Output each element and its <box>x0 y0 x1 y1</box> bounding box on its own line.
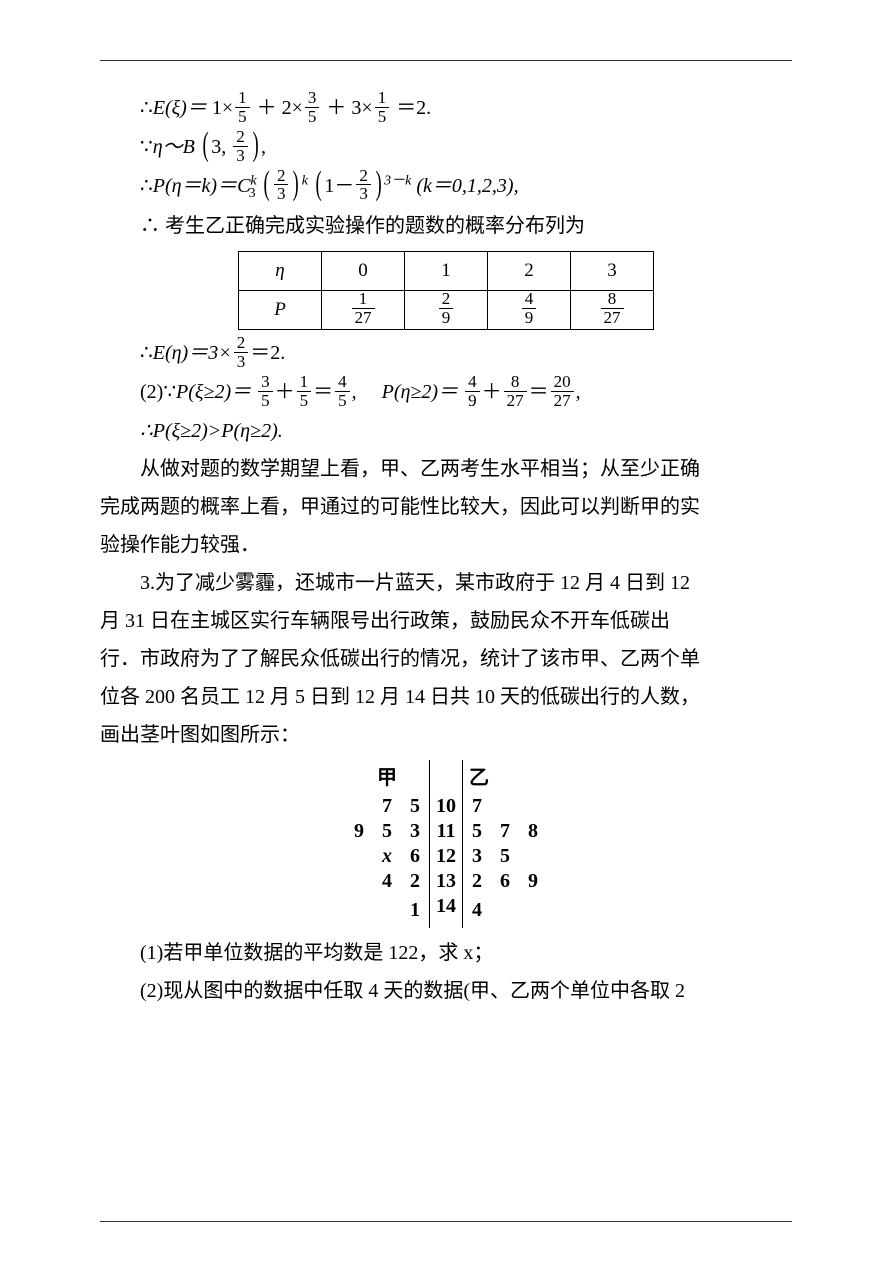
eq-expectation-xi: ∴E(ξ)＝ 1×15 ＋ 2×35 ＋ 3×15 ＝2. <box>140 89 792 128</box>
eq-expectation-eta: ∴E(η)＝3×23＝2. <box>140 334 792 373</box>
text-dist-intro: ∴ 考生乙正确完成实验操作的题数的概率分布列为 <box>140 207 792 245</box>
table-row-probs: P 127 29 49 827 <box>239 291 654 330</box>
para-problem3-1: 3.为了减少雾霾，还城市一片蓝天，某市政府于 12 月 4 日到 12 <box>100 564 792 602</box>
table-p2: 49 <box>488 291 571 330</box>
question-2: (2)现从图中的数据中任取 4 天的数据(甲、乙两个单位中各取 2 <box>100 972 792 1010</box>
para-compare-1: 从做对题的数学期望上看，甲、乙两考生水平相当；从至少正确 <box>100 450 792 488</box>
eq-conclusion: ∴P(ξ≥2)>P(η≥2). <box>140 412 792 450</box>
para-problem3-3: 行．市政府为了了解民众低碳出行的情况，统计了该市甲、乙两个单 <box>100 640 792 678</box>
eq-p-eta-k: ∴P(η＝k)＝Ck3 (23)k (1－23)3－k (k＝0,1,2,3), <box>140 167 792 208</box>
table-col-3: 3 <box>571 252 654 291</box>
table-var-eta: η <box>239 252 322 291</box>
stemleaf-row: 953 11 578 <box>345 819 547 844</box>
table-col-2: 2 <box>488 252 571 291</box>
stemleaf-row: x6 12 35 <box>345 844 547 869</box>
stemleaf-row: 42 13 269 <box>345 869 547 894</box>
table-col-0: 0 <box>322 252 405 291</box>
eq-eta-binomial: ∵η～B (3, 23), <box>140 128 792 167</box>
para-compare-2: 完成两题的概率上看，甲通过的可能性比较大，因此可以判断甲的实 <box>100 488 792 526</box>
question-1: (1)若甲单位数据的平均数是 122，求 x； <box>100 934 792 972</box>
eq-part2-probs: (2)∵P(ξ≥2)＝ 35＋15＝45, P(η≥2)＝ 49＋827＝202… <box>140 373 792 412</box>
para-compare-3: 验操作能力较强． <box>100 526 792 564</box>
table-col-1: 1 <box>405 252 488 291</box>
table-row-header: η 0 1 2 3 <box>239 252 654 291</box>
stem-leaf-plot: 甲 乙 75 10 7 953 11 578 x6 12 35 42 13 <box>100 760 792 928</box>
stemleaf-stem-label <box>430 760 463 794</box>
table-p0: 127 <box>322 291 405 330</box>
bottom-rule <box>100 1221 792 1222</box>
stemleaf-right-label: 乙 <box>463 760 548 794</box>
top-rule <box>100 60 792 61</box>
table-p3: 827 <box>571 291 654 330</box>
para-problem3-4: 位各 200 名员工 12 月 5 日到 12 月 14 日共 10 天的低碳出… <box>100 678 792 716</box>
stemleaf-row: 1 14 4 <box>345 894 547 928</box>
eta-distribution-table: η 0 1 2 3 P 127 29 49 827 <box>238 251 654 330</box>
table-p1: 29 <box>405 291 488 330</box>
table-var-p: P <box>239 291 322 330</box>
stemleaf-row: 75 10 7 <box>345 794 547 819</box>
page: ∴E(ξ)＝ 1×15 ＋ 2×35 ＋ 3×15 ＝2. ∵η～B (3, 2… <box>0 0 892 1262</box>
para-problem3-2: 月 31 日在主城区实行车辆限号出行政策，鼓励民众不开车低碳出 <box>100 602 792 640</box>
stemleaf-left-label: 甲 <box>345 760 430 794</box>
para-problem3-5: 画出茎叶图如图所示： <box>100 716 792 754</box>
